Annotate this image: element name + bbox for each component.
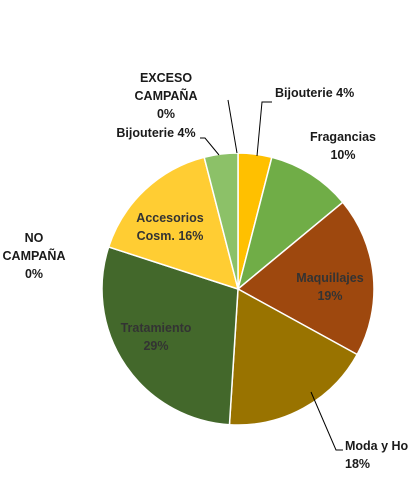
slice-label-line: Bijouterie 4% — [275, 86, 354, 100]
slice-label-line: Cosm. 16% — [137, 229, 204, 243]
slice-label: EXCESO CAMPAÑA 0% — [135, 71, 198, 121]
slice-label-line: 19% — [317, 289, 342, 303]
leader-lines — [200, 99, 343, 451]
slice-labels: Bijouterie 4% Fragancias 10% Maquillajes 19%… — [3, 71, 409, 471]
slice-label-line: Maquillajes — [296, 271, 363, 285]
pie-slice — [107, 156, 240, 291]
slice-label-line: 0% — [157, 107, 175, 121]
pie-slice — [101, 246, 239, 426]
slice-label-line: Tratamiento — [121, 321, 192, 335]
slice-label: Moda y Ho 18% — [345, 439, 409, 471]
slice-label: Bijouterie 4% — [275, 86, 354, 100]
slice-label: Maquillajes 19% — [296, 271, 363, 303]
pie-slice — [236, 201, 375, 356]
slice-label-line: 0% — [25, 267, 43, 281]
slice-label-line: Accesorios — [136, 211, 203, 225]
slice-label-line: CAMPAÑA — [3, 248, 66, 263]
leader-line — [310, 391, 343, 451]
slice-label-line: CAMPAÑA — [135, 88, 198, 103]
slice-label-line: EXCESO — [140, 71, 192, 85]
slice-label-line: Bijouterie 4% — [116, 126, 195, 140]
slice-label: Bijouterie 4% — [116, 126, 195, 140]
slice-label-line: Fragancias — [310, 130, 376, 144]
slice-label: Fragancias 10% — [310, 130, 376, 162]
pie-slice — [236, 156, 344, 292]
pie-slice — [228, 287, 359, 426]
pie-slices — [101, 152, 375, 426]
slice-label: NO CAMPAÑA 0% — [3, 231, 66, 281]
slice-label-line: 10% — [330, 148, 355, 162]
slice-label-line: 29% — [143, 339, 168, 353]
slice-label: Tratamiento 29% — [121, 321, 192, 353]
slice-label-line: Moda y Ho — [345, 439, 409, 453]
leader-line — [256, 101, 272, 157]
slice-label-line: 18% — [345, 457, 370, 471]
slice-label: Accesorios Cosm. 16% — [136, 211, 203, 243]
slice-label-line: NO — [25, 231, 44, 245]
pie-slice — [203, 152, 239, 290]
leader-line — [227, 99, 238, 154]
leader-line — [200, 137, 220, 156]
